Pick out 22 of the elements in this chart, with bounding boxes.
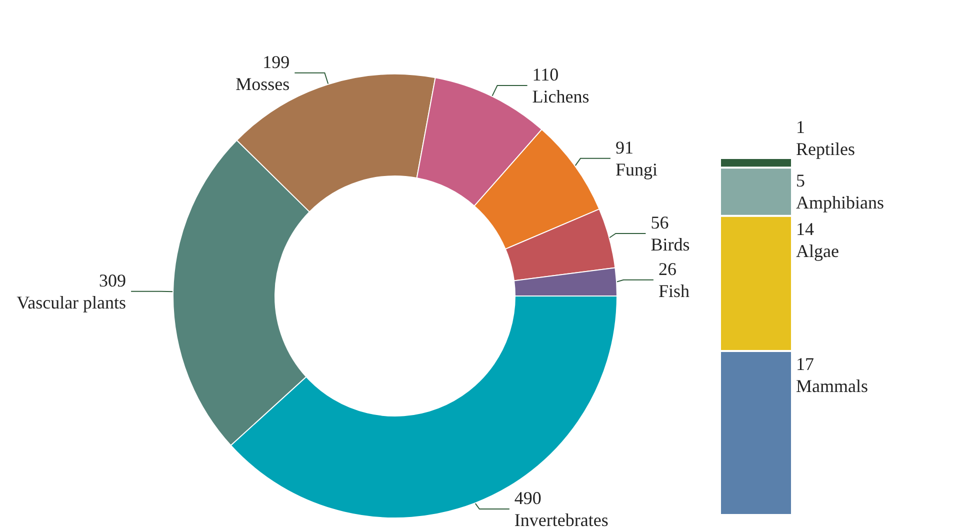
- data-label: 309: [99, 270, 126, 290]
- data-label: 26: [658, 258, 676, 279]
- data-label: 490: [514, 488, 542, 508]
- data-label: 14: [796, 218, 814, 239]
- data-label: 1: [796, 117, 805, 137]
- slice-label: Mosses: [236, 74, 290, 94]
- data-label: 91: [615, 137, 634, 158]
- slice-label: Fish: [658, 280, 690, 301]
- slice-label: Lichens: [532, 86, 590, 107]
- series-label: Amphibians: [796, 192, 884, 213]
- data-label: 17: [796, 354, 814, 374]
- data-label: 199: [262, 52, 290, 72]
- slice-label: Vascular plants: [16, 292, 126, 312]
- data-label: 110: [532, 64, 559, 85]
- slice-label: Fungi: [615, 159, 658, 180]
- data-label: 5: [796, 170, 805, 191]
- slice-label: Birds: [650, 234, 690, 255]
- series-label: Reptiles: [796, 139, 855, 159]
- data-label: 56: [650, 212, 669, 233]
- series-label: Algae: [796, 240, 839, 261]
- slice-label: Invertebrates: [514, 510, 608, 530]
- series-label: Mammals: [796, 376, 868, 396]
